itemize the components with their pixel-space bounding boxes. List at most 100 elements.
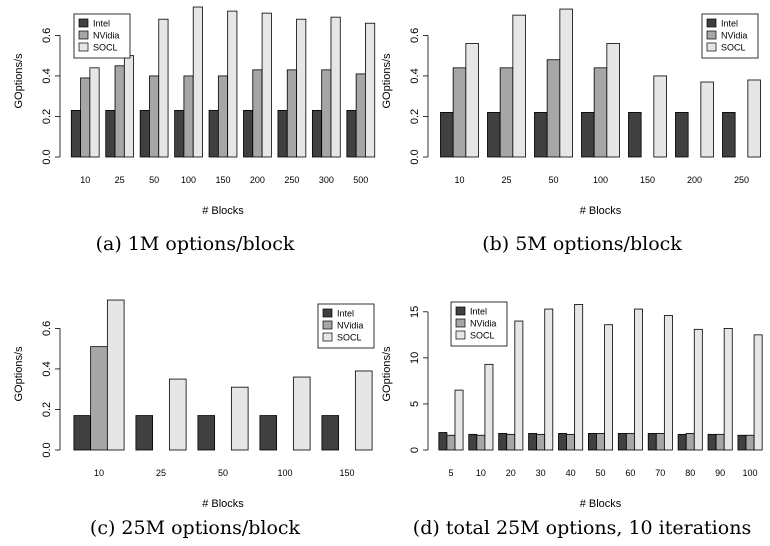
legend-label-intel: Intel bbox=[93, 19, 110, 29]
legend: Intel NVidia SOCL bbox=[450, 301, 508, 347]
bar-intel-200 bbox=[675, 112, 689, 158]
x-tick-label: 90 bbox=[715, 468, 725, 478]
bar-socl-20 bbox=[514, 320, 524, 451]
bar-nvidia-50 bbox=[546, 59, 561, 158]
bar-socl-500 bbox=[365, 22, 376, 158]
panel-caption: (c) 25M options/block bbox=[90, 517, 301, 539]
legend-label-intel: Intel bbox=[470, 307, 487, 317]
panel-caption: (a) 1M options/block bbox=[96, 233, 295, 255]
x-tick-label: 25 bbox=[156, 468, 166, 478]
bar-intel-150 bbox=[208, 109, 219, 158]
legend-swatch-socl bbox=[78, 42, 89, 52]
bar-intel-250 bbox=[722, 112, 736, 158]
legend-swatch-intel bbox=[78, 18, 89, 28]
bar-socl-50 bbox=[158, 18, 169, 158]
bar-intel-30 bbox=[528, 433, 538, 451]
x-axis-title: # Blocks bbox=[202, 205, 244, 217]
legend-label-nvidia: NVidia bbox=[337, 321, 363, 331]
y-tick-label: 0.0 bbox=[41, 149, 53, 164]
bar-intel-100 bbox=[737, 434, 747, 451]
x-tick-label: 250 bbox=[734, 175, 749, 185]
bar-nvidia-500 bbox=[355, 73, 366, 158]
x-tick-label: 200 bbox=[687, 175, 702, 185]
bar-nvidia-50 bbox=[596, 433, 605, 451]
bar-intel-100 bbox=[259, 415, 278, 451]
legend-swatch-nvidia bbox=[455, 318, 466, 328]
bar-intel-200 bbox=[243, 109, 254, 158]
bar-intel-60 bbox=[617, 433, 627, 451]
bar-nvidia-100 bbox=[745, 434, 755, 451]
x-tick-label: 50 bbox=[218, 468, 228, 478]
x-tick-label: 30 bbox=[536, 468, 546, 478]
legend-label-nvidia: NVidia bbox=[93, 31, 119, 41]
x-tick-label: 500 bbox=[353, 175, 368, 185]
bar-nvidia-250 bbox=[286, 69, 297, 158]
y-tick-label: 0.2 bbox=[41, 109, 53, 124]
legend: Intel NVidia SOCL bbox=[317, 303, 375, 349]
bar-socl-150 bbox=[354, 370, 373, 451]
x-tick-label: 100 bbox=[277, 468, 292, 478]
x-tick-label: 150 bbox=[640, 175, 655, 185]
bar-intel-10 bbox=[468, 433, 478, 451]
y-tick-label: 0.0 bbox=[41, 442, 53, 457]
bar-nvidia-10 bbox=[90, 346, 108, 451]
bar-intel-20 bbox=[498, 433, 508, 451]
y-tick-label: 5 bbox=[409, 401, 421, 407]
legend-label-nvidia: NVidia bbox=[721, 31, 747, 41]
bar-socl-25 bbox=[123, 55, 135, 158]
bar-nvidia-70 bbox=[655, 433, 665, 451]
legend-swatch-intel bbox=[322, 308, 333, 318]
y-axis-title: GOptions/s bbox=[13, 53, 25, 109]
bar-intel-500 bbox=[346, 109, 357, 158]
bar-intel-80 bbox=[677, 433, 687, 451]
bar-socl-100 bbox=[192, 6, 203, 158]
legend: Intel NVidia SOCL bbox=[701, 13, 759, 59]
panel-caption: (d) total 25M options, 10 iterations bbox=[413, 517, 751, 539]
bar-socl-200 bbox=[261, 12, 272, 158]
bar-intel-5 bbox=[438, 432, 448, 451]
bar-socl-150 bbox=[653, 75, 667, 158]
bar-socl-25 bbox=[168, 378, 187, 451]
bar-nvidia-50 bbox=[149, 75, 160, 158]
y-tick-label: 0.6 bbox=[41, 321, 53, 336]
x-tick-label: 250 bbox=[284, 175, 299, 185]
legend-label-socl: SOCL bbox=[337, 333, 362, 343]
bar-intel-50 bbox=[534, 112, 548, 158]
x-tick-label: 40 bbox=[566, 468, 576, 478]
bar-socl-100 bbox=[753, 334, 763, 451]
bar-intel-50 bbox=[139, 109, 150, 158]
bar-intel-70 bbox=[647, 433, 657, 451]
x-tick-label: 10 bbox=[94, 468, 104, 478]
bar-socl-100 bbox=[606, 43, 620, 158]
y-axis-title: GOptions/s bbox=[13, 346, 25, 402]
bar-intel-10 bbox=[70, 109, 81, 158]
legend-swatch-nvidia bbox=[322, 320, 333, 330]
bar-socl-80 bbox=[693, 328, 703, 451]
legend-swatch-nvidia bbox=[706, 30, 717, 40]
bar-socl-40 bbox=[574, 304, 584, 451]
y-axis-title: GOptions/s bbox=[381, 346, 393, 402]
y-tick-label: 0 bbox=[409, 447, 421, 453]
legend-label-intel: Intel bbox=[337, 309, 354, 319]
bar-intel-90 bbox=[707, 433, 717, 451]
bar-socl-60 bbox=[634, 308, 643, 451]
x-tick-label: 100 bbox=[181, 175, 196, 185]
bar-nvidia-100 bbox=[183, 75, 194, 158]
legend-label-socl: SOCL bbox=[93, 43, 118, 53]
bar-socl-200 bbox=[700, 81, 714, 158]
bar-intel-40 bbox=[558, 433, 567, 451]
x-tick-label: 200 bbox=[250, 175, 265, 185]
x-tick-label: 20 bbox=[506, 468, 516, 478]
bar-nvidia-25 bbox=[114, 65, 125, 158]
bar-socl-10 bbox=[106, 299, 125, 451]
bar-socl-50 bbox=[559, 8, 573, 158]
bar-socl-70 bbox=[663, 315, 673, 451]
legend-label-socl: SOCL bbox=[470, 331, 495, 341]
x-tick-label: 70 bbox=[655, 468, 665, 478]
bar-socl-50 bbox=[230, 386, 249, 451]
x-tick-label: 300 bbox=[319, 175, 334, 185]
bar-socl-300 bbox=[330, 16, 341, 158]
x-tick-label: 150 bbox=[339, 468, 354, 478]
legend-swatch-nvidia bbox=[78, 30, 89, 40]
